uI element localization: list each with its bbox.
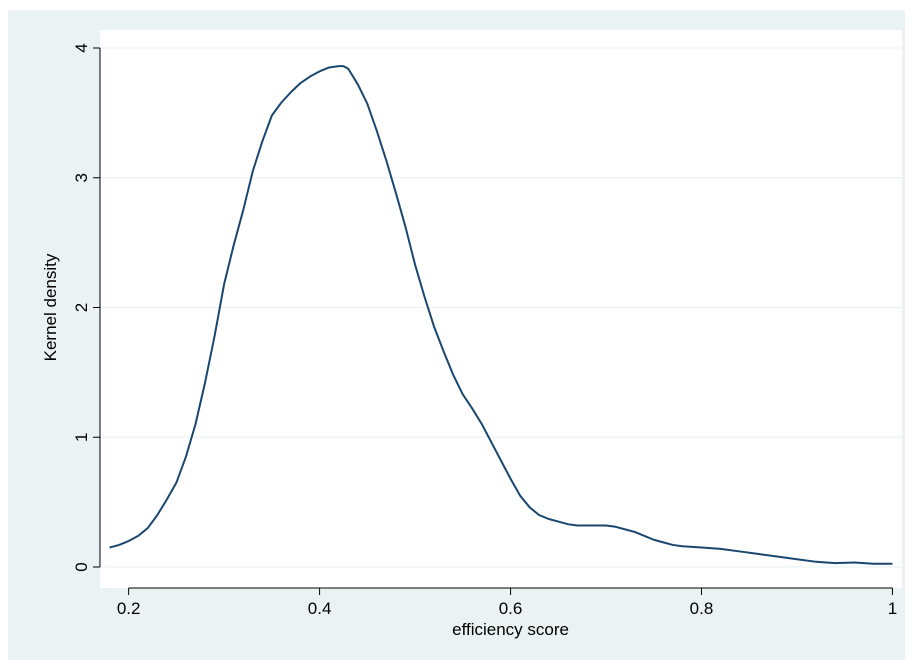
y-tick-label-0: 0 xyxy=(72,562,91,571)
x-tick-label-2: 0.6 xyxy=(499,599,523,618)
plot-area xyxy=(100,30,902,588)
ticks: 0 1 2 3 4 0.2 0.4 0.6 0.8 1 xyxy=(72,43,897,618)
density-curve xyxy=(109,65,893,565)
x-tick-label-0: 0.2 xyxy=(117,599,141,618)
y-axis-title: Kernel density xyxy=(41,253,60,361)
kernel-density-chart: 0 1 2 3 4 0.2 0.4 0.6 0.8 1 efficiency score Kern… xyxy=(41,30,902,639)
y-tick-label-1: 1 xyxy=(72,433,91,442)
x-tick-label-4: 1 xyxy=(888,599,897,618)
x-axis-title: efficiency score xyxy=(452,620,569,639)
x-tick-label-3: 0.8 xyxy=(690,599,714,618)
grid-lines xyxy=(100,47,902,568)
y-tick-label-3: 3 xyxy=(72,173,91,182)
x-tick-label-1: 0.4 xyxy=(308,599,332,618)
chart-frame: 0 1 2 3 4 0.2 0.4 0.6 0.8 1 efficiency score Kern… xyxy=(8,10,905,660)
y-tick-label-4: 4 xyxy=(72,43,91,52)
y-tick-label-2: 2 xyxy=(72,303,91,312)
